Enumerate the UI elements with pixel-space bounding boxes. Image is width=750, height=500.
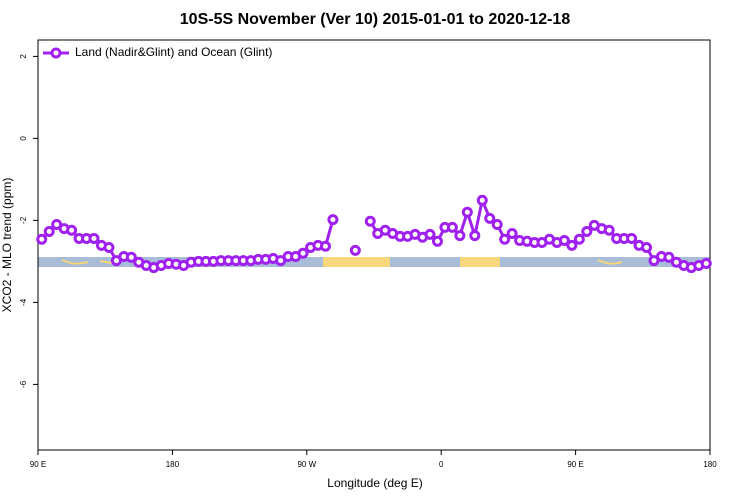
point <box>424 228 436 240</box>
chart-title: 10S-5S November (Ver 10) 2015-01-01 to 2… <box>180 11 571 28</box>
point <box>446 221 458 233</box>
y-tick-label: -6 <box>19 380 28 388</box>
x-tick-label: 90 E <box>567 460 583 469</box>
point <box>349 244 361 256</box>
land-band <box>323 257 390 267</box>
point <box>103 241 115 253</box>
x-tick-label: 90 E <box>30 460 46 469</box>
point <box>581 225 593 237</box>
y-tick-label: -2 <box>19 216 28 224</box>
point <box>603 224 615 236</box>
point <box>319 240 331 252</box>
point <box>43 225 55 237</box>
legend-marker <box>50 47 62 59</box>
point <box>558 234 570 246</box>
point <box>469 230 481 242</box>
point <box>327 214 339 226</box>
point <box>36 233 48 245</box>
plot-frame <box>37 39 711 451</box>
land-band <box>460 257 500 267</box>
point <box>88 232 100 244</box>
x-tick-label: 180 <box>703 460 717 469</box>
legend-label: Land (Nadir&Glint) and Ocean (Glint) <box>75 45 272 59</box>
point <box>573 233 585 245</box>
point <box>125 251 137 263</box>
y-tick-label: 0 <box>19 136 28 141</box>
point <box>700 257 712 269</box>
point <box>461 206 473 218</box>
point <box>484 212 496 224</box>
point <box>506 228 518 240</box>
surface-band <box>38 257 710 267</box>
x-tick-label: 0 <box>439 460 444 469</box>
point <box>297 247 309 259</box>
x-axis-label: Longitude (deg E) <box>327 476 422 490</box>
point <box>66 224 78 236</box>
point <box>663 251 675 263</box>
x-tick-label: 90 W <box>297 460 316 469</box>
point <box>641 241 653 253</box>
point <box>626 232 638 244</box>
point <box>566 239 578 251</box>
point <box>499 233 511 245</box>
island-band <box>61 259 623 265</box>
point <box>491 219 503 230</box>
y-tick-label: 2 <box>19 54 28 59</box>
x-tick-label: 180 <box>166 460 180 469</box>
point <box>364 215 376 227</box>
point <box>454 230 466 242</box>
point <box>431 235 443 247</box>
y-axis-label: XCO2 - MLO trend (ppm) <box>0 178 14 313</box>
point <box>476 194 488 206</box>
y-tick-label: -4 <box>19 298 28 306</box>
